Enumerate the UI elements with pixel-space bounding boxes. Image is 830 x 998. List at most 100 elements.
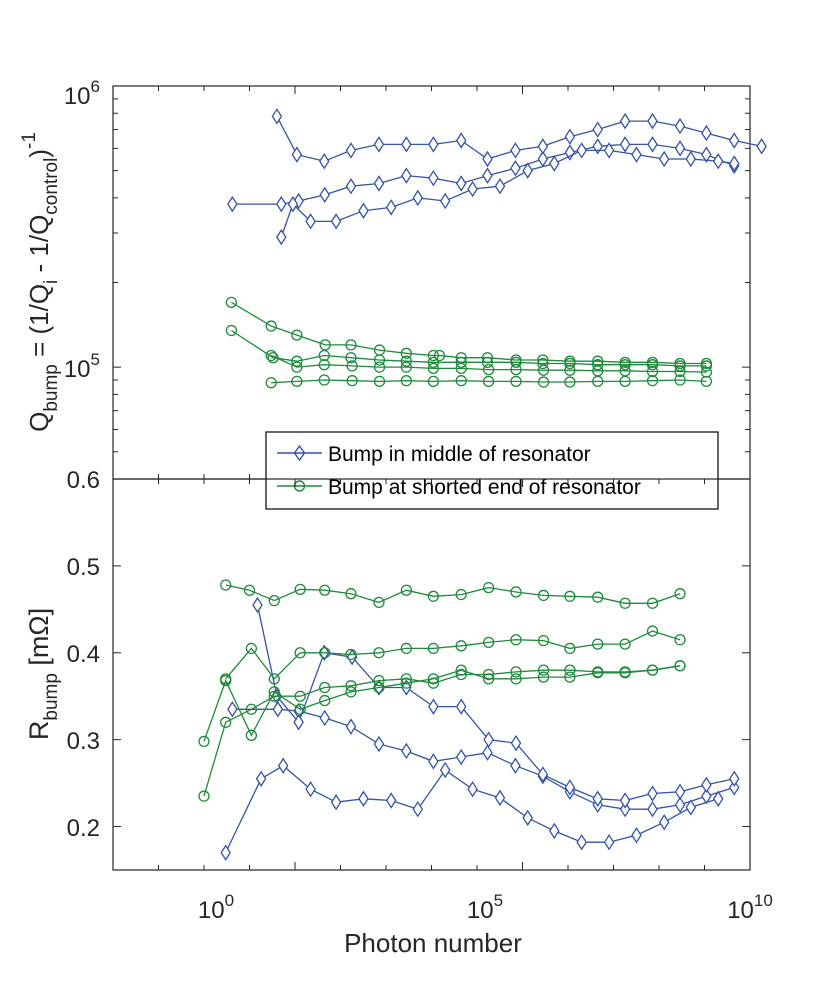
top-diamond-point [603,142,615,159]
top-diamond-point [401,167,412,184]
top-panel: 105 106 Qbump = (1/Qi - 1/Qcontrol)-1 Bu… [19,77,767,510]
bottom-circle-point [373,674,385,687]
top-diamond-point [537,138,549,155]
top-circle-point [455,362,467,375]
top-circle-point [564,364,576,376]
top-diamond-point [412,189,424,207]
top-ylabel: Qbump = (1/Qi - 1/Qcontrol)-1 [19,132,62,432]
top-circle-point [427,349,440,362]
bottom-diamond-point [549,822,560,840]
bottom-circle-point [220,674,232,687]
bottom-diamond-point [483,731,494,748]
legend: Bump in middle of resonator Bump at shor… [265,431,719,510]
top-diamond-point [647,112,658,130]
top-series-layer [225,108,767,389]
top-diamond-point [345,178,357,195]
bottom-diamond-point [728,770,740,787]
top-diamond-point [373,175,385,192]
top-diamond-point [428,136,439,153]
top-circle-point [345,339,357,351]
top-diamond-point [345,142,357,159]
top-diamond-point [631,146,642,163]
top-circle-point [674,374,686,386]
bottom-circle-point [619,597,631,609]
bottom-series-1 [227,701,740,818]
bottom-series-4 [220,579,686,609]
bottom-circle-point [245,703,258,715]
top-diamond-point [305,213,316,230]
bottom-circle-point [564,590,576,602]
top-diamond-point [549,155,560,172]
top-circle-point [400,355,412,367]
bottom-circle-point [245,729,258,741]
top-circle-point [482,375,495,388]
top-circle-point [265,349,277,362]
top-circle-point [646,359,659,371]
top-circle-point [291,355,303,367]
bottom-ytick-label-0.6: 0.6 [67,467,100,494]
bottom-diamond-point [510,757,521,774]
top-circle-point [346,360,358,372]
top-circle-point [510,363,522,376]
top-diamond-point [287,195,299,213]
bottom-circle-point [482,673,495,685]
top-series-7 [265,374,713,389]
top-circle-point [592,375,604,388]
top-circle-point [319,339,331,351]
bottom-circle-point [427,673,440,685]
top-circle-point [537,357,549,370]
bottom-ytick-label-0.5: 0.5 [67,554,100,581]
top-circle-point [345,352,357,364]
bottom-circle-point [674,588,686,600]
top-circle-point [373,354,386,366]
top-series-line [270,354,707,373]
bottom-circle-point [268,673,280,685]
top-circle-point [400,361,412,373]
bottom-ytick-label-0.4: 0.4 [67,641,100,668]
top-circle-point [481,356,494,368]
top-circle-point [291,361,303,373]
bottom-diamond-point [537,766,549,783]
top-diamond-point [510,160,521,177]
bottom-circle-point [319,584,331,596]
top-diamond-point [510,142,521,159]
top-circle-point [427,375,440,388]
xtick-label-1e10: 1010 [727,891,773,924]
bottom-diamond-point [373,735,385,753]
bottom-diamond-point [728,779,740,796]
top-circle-point [373,344,386,356]
xtick-label-1e0: 100 [198,891,234,924]
top-diamond-point [701,124,712,142]
top-circle-point [455,375,467,387]
bottom-series-7 [198,660,686,748]
bottom-circle-point [345,686,357,698]
bottom-diamond-point [252,596,263,614]
top-diamond-point [291,146,303,163]
top-circle-point [318,359,330,371]
bottom-diamond-point [345,718,357,735]
bottom-diamond-point [467,780,478,798]
bottom-circle-point [537,589,550,602]
top-circle-point [455,356,467,368]
bottom-circle-point [198,735,210,748]
bottom-circle-point [319,647,331,659]
bottom-circle-point [619,638,631,650]
legend-label-middle: Bump in middle of resonator [328,443,591,466]
bottom-diamond-point [701,776,712,794]
bottom-diamond-point [647,785,658,802]
bottom-circle-point [268,686,280,698]
top-ytick-exponent-1e6: 6 [91,77,100,96]
top-diamond-point [494,178,506,195]
top-circle-point [427,362,440,375]
top-diamond-point [522,162,533,179]
top-diamond-point [330,213,342,230]
bottom-circle-point [674,634,686,646]
top-diamond-point [439,192,451,210]
bottom-series-3 [220,757,724,861]
top-diamond-point [619,136,631,153]
bottom-diamond-point [255,770,267,787]
top-series-2 [271,108,767,170]
bottom-circle-point [564,664,576,676]
bottom-diamond-point [603,833,615,851]
xtick-exponent-1e0: 0 [225,891,234,910]
